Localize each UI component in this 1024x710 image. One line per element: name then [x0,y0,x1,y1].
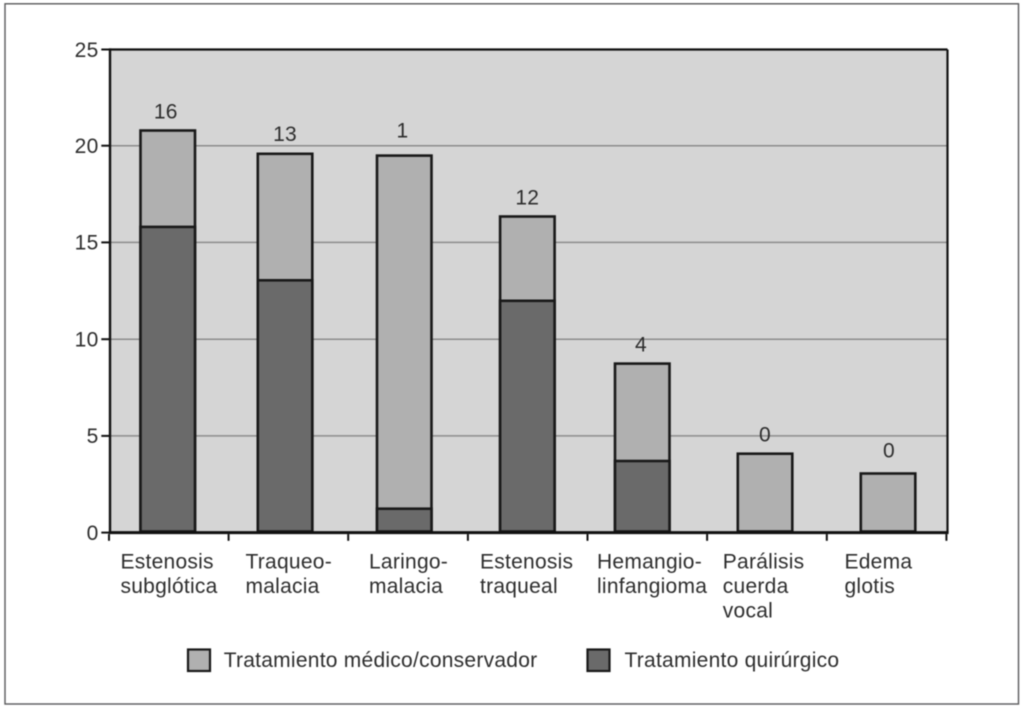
svg-text:13: 13 [273,123,297,146]
svg-text:malacia: malacia [246,575,320,598]
svg-text:glotis: glotis [845,575,896,598]
svg-text:Tratamiento quirúrgico: Tratamiento quirúrgico [625,649,840,672]
svg-text:vocal: vocal [723,600,773,623]
svg-text:Estenosis: Estenosis [121,551,214,574]
svg-text:Tratamiento médico/conservador: Tratamiento médico/conservador [224,649,538,672]
svg-text:linfangioma: linfangioma [597,575,707,598]
svg-text:20: 20 [75,135,99,158]
svg-text:Hemangio-: Hemangio- [597,551,702,574]
svg-text:0: 0 [759,424,771,447]
svg-text:Parálisis: Parálisis [723,551,805,574]
svg-text:1: 1 [397,119,409,142]
svg-text:Estenosis: Estenosis [480,551,573,574]
svg-text:malacia: malacia [369,575,443,598]
svg-text:10: 10 [75,329,99,352]
svg-text:cuerda: cuerda [723,575,789,598]
svg-text:subglótica: subglótica [121,575,218,598]
svg-text:12: 12 [515,186,539,209]
svg-text:Traqueo-: Traqueo- [246,551,332,574]
svg-text:0: 0 [883,440,895,463]
svg-text:5: 5 [87,425,99,448]
svg-text:4: 4 [635,334,647,357]
svg-text:0: 0 [87,522,99,545]
svg-text:15: 15 [75,232,99,255]
svg-text:traqueal: traqueal [480,575,558,598]
svg-text:25: 25 [75,39,99,62]
svg-text:Laringo-: Laringo- [369,551,448,574]
svg-text:16: 16 [154,100,178,123]
svg-text:Edema: Edema [845,551,913,574]
